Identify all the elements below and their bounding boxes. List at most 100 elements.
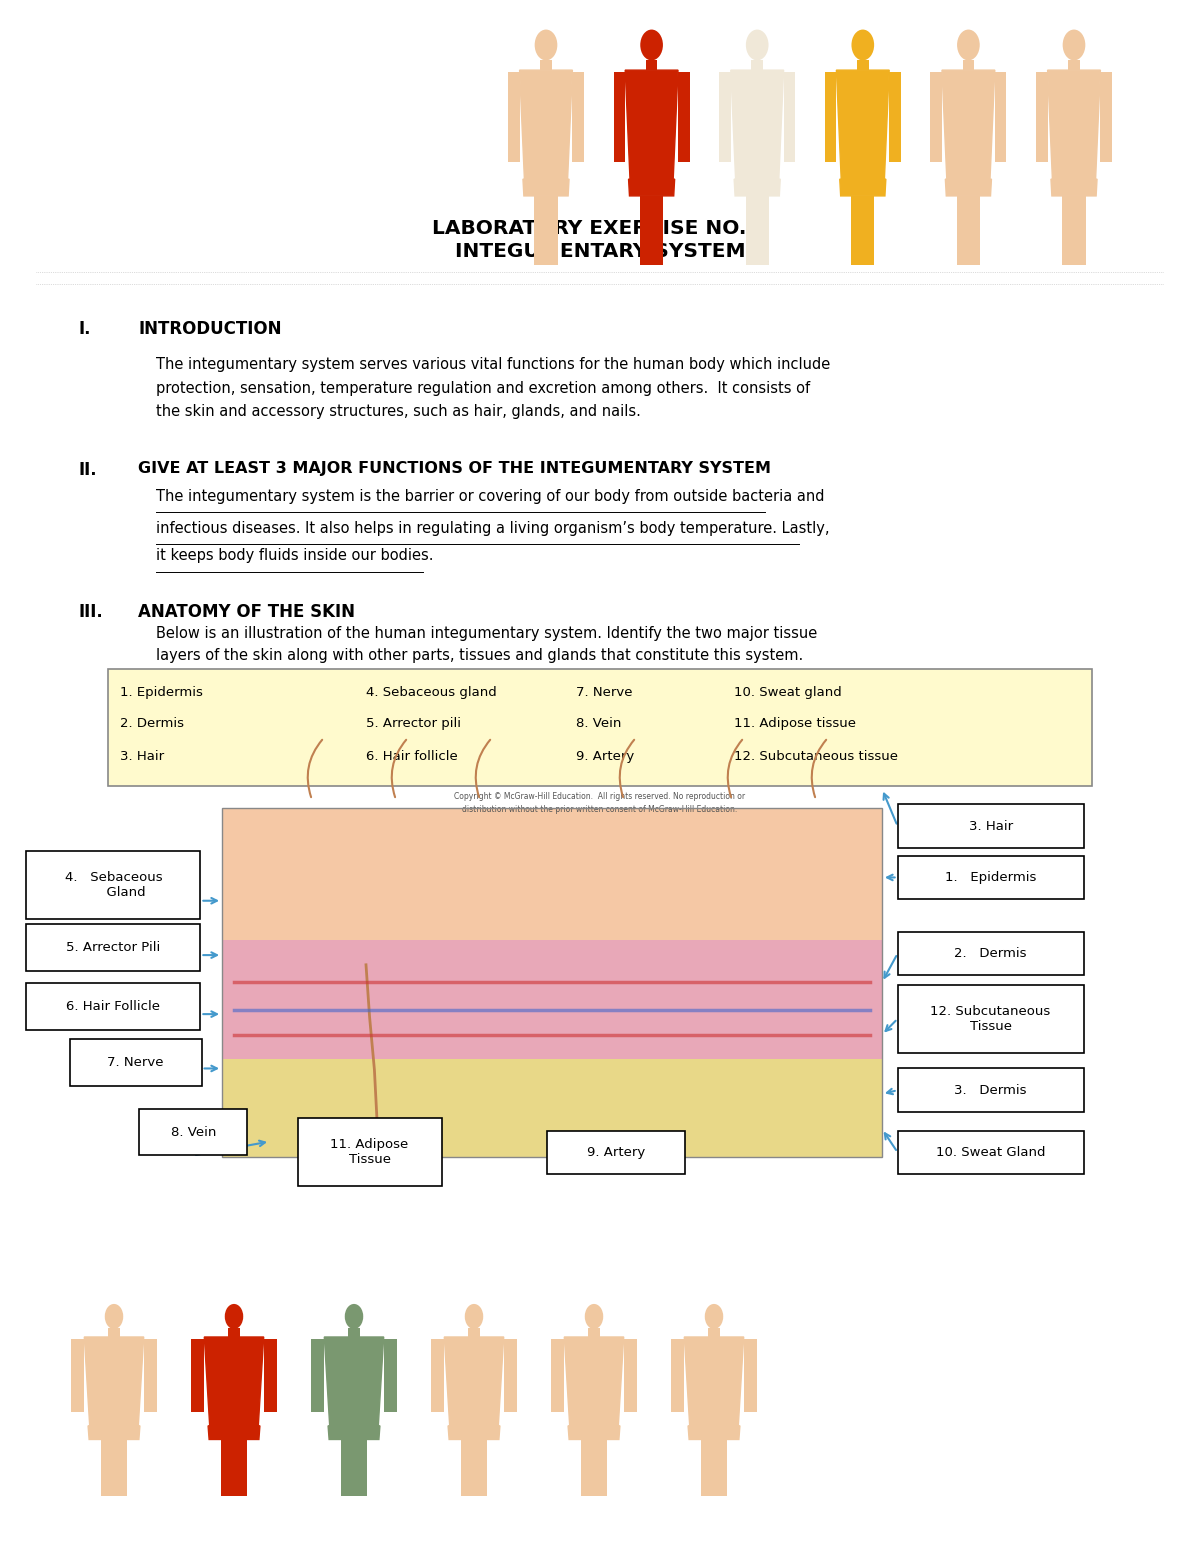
FancyBboxPatch shape xyxy=(851,196,872,266)
FancyBboxPatch shape xyxy=(898,932,1084,975)
Text: 1.   Epidermis: 1. Epidermis xyxy=(944,871,1037,884)
Text: 11. Adipose
Tissue: 11. Adipose Tissue xyxy=(330,1138,409,1166)
Ellipse shape xyxy=(704,1305,724,1329)
FancyBboxPatch shape xyxy=(640,196,661,266)
FancyBboxPatch shape xyxy=(588,1328,600,1337)
FancyBboxPatch shape xyxy=(744,1339,757,1412)
FancyBboxPatch shape xyxy=(463,1440,487,1496)
FancyBboxPatch shape xyxy=(703,1440,727,1496)
FancyBboxPatch shape xyxy=(540,59,552,70)
Polygon shape xyxy=(328,1426,380,1440)
Ellipse shape xyxy=(584,1305,604,1329)
FancyBboxPatch shape xyxy=(108,669,1092,786)
Text: 2. Dermis: 2. Dermis xyxy=(120,717,184,730)
Polygon shape xyxy=(324,1337,384,1426)
FancyBboxPatch shape xyxy=(889,71,901,163)
Ellipse shape xyxy=(641,30,662,61)
FancyBboxPatch shape xyxy=(930,71,942,163)
FancyBboxPatch shape xyxy=(583,1440,607,1496)
FancyBboxPatch shape xyxy=(222,940,882,1059)
Text: 1. Epidermis: 1. Epidermis xyxy=(120,686,203,699)
Text: 9. Artery: 9. Artery xyxy=(587,1146,646,1159)
Polygon shape xyxy=(946,179,991,196)
FancyBboxPatch shape xyxy=(384,1339,397,1412)
FancyBboxPatch shape xyxy=(341,1440,365,1496)
FancyBboxPatch shape xyxy=(343,1440,367,1496)
Text: 11. Adipose tissue: 11. Adipose tissue xyxy=(734,717,857,730)
Polygon shape xyxy=(564,1337,624,1426)
FancyBboxPatch shape xyxy=(1036,71,1048,163)
Text: LABORATORY EXERCISE NO. 5: LABORATORY EXERCISE NO. 5 xyxy=(432,219,768,238)
Polygon shape xyxy=(942,70,995,179)
FancyBboxPatch shape xyxy=(26,851,200,919)
Ellipse shape xyxy=(224,1305,244,1329)
FancyBboxPatch shape xyxy=(468,1328,480,1337)
Text: II.: II. xyxy=(78,461,97,480)
FancyBboxPatch shape xyxy=(671,1339,684,1412)
FancyBboxPatch shape xyxy=(536,196,558,266)
Text: 4.   Sebaceous
      Gland: 4. Sebaceous Gland xyxy=(65,871,162,899)
FancyBboxPatch shape xyxy=(222,1059,882,1157)
Text: 12. Subcutaneous
Tissue: 12. Subcutaneous Tissue xyxy=(930,1005,1051,1033)
FancyBboxPatch shape xyxy=(962,59,974,70)
FancyBboxPatch shape xyxy=(624,1339,637,1412)
FancyBboxPatch shape xyxy=(751,59,763,70)
Polygon shape xyxy=(204,1337,264,1426)
Text: III.: III. xyxy=(78,603,103,621)
FancyBboxPatch shape xyxy=(708,1328,720,1337)
Polygon shape xyxy=(448,1426,500,1440)
Text: INTRODUCTION: INTRODUCTION xyxy=(138,320,282,339)
Text: 8. Vein: 8. Vein xyxy=(170,1126,216,1138)
FancyBboxPatch shape xyxy=(898,1131,1084,1174)
FancyBboxPatch shape xyxy=(898,856,1084,899)
FancyBboxPatch shape xyxy=(108,1328,120,1337)
FancyBboxPatch shape xyxy=(221,1440,245,1496)
FancyBboxPatch shape xyxy=(461,1440,485,1496)
Text: 9. Artery: 9. Artery xyxy=(576,750,635,763)
Polygon shape xyxy=(688,1426,740,1440)
Text: 7. Nerve: 7. Nerve xyxy=(107,1056,164,1068)
FancyBboxPatch shape xyxy=(504,1339,517,1412)
FancyBboxPatch shape xyxy=(264,1339,277,1412)
FancyBboxPatch shape xyxy=(1100,71,1112,163)
FancyBboxPatch shape xyxy=(508,71,520,163)
FancyBboxPatch shape xyxy=(547,1131,685,1174)
Text: 4. Sebaceous gland: 4. Sebaceous gland xyxy=(366,686,497,699)
FancyBboxPatch shape xyxy=(348,1328,360,1337)
Text: 6. Hair Follicle: 6. Hair Follicle xyxy=(66,1000,161,1013)
Text: 8. Vein: 8. Vein xyxy=(576,717,622,730)
FancyBboxPatch shape xyxy=(646,59,658,70)
FancyBboxPatch shape xyxy=(191,1339,204,1412)
FancyBboxPatch shape xyxy=(26,983,200,1030)
Ellipse shape xyxy=(464,1305,484,1329)
Ellipse shape xyxy=(104,1305,124,1329)
FancyBboxPatch shape xyxy=(101,1440,125,1496)
FancyBboxPatch shape xyxy=(222,808,882,940)
FancyBboxPatch shape xyxy=(898,1068,1084,1112)
FancyBboxPatch shape xyxy=(70,1039,202,1086)
FancyBboxPatch shape xyxy=(139,1109,247,1155)
FancyBboxPatch shape xyxy=(572,71,584,163)
FancyBboxPatch shape xyxy=(144,1339,157,1412)
Polygon shape xyxy=(88,1426,140,1440)
FancyBboxPatch shape xyxy=(534,196,556,266)
Polygon shape xyxy=(444,1337,504,1426)
FancyBboxPatch shape xyxy=(298,1118,442,1186)
Polygon shape xyxy=(840,179,886,196)
Polygon shape xyxy=(625,70,678,179)
Text: 10. Sweat Gland: 10. Sweat Gland xyxy=(936,1146,1045,1159)
FancyBboxPatch shape xyxy=(71,1339,84,1412)
FancyBboxPatch shape xyxy=(678,71,690,163)
FancyBboxPatch shape xyxy=(748,196,769,266)
Polygon shape xyxy=(629,179,674,196)
FancyBboxPatch shape xyxy=(1064,196,1086,266)
FancyBboxPatch shape xyxy=(26,924,200,971)
Text: Copyright © McGraw-Hill Education.  All rights reserved. No reproduction or
dist: Copyright © McGraw-Hill Education. All r… xyxy=(455,792,745,814)
Text: 3. Hair: 3. Hair xyxy=(968,820,1013,832)
Text: it keeps body fluids inside our bodies.: it keeps body fluids inside our bodies. xyxy=(156,548,433,564)
Ellipse shape xyxy=(1063,30,1085,61)
Text: 5. Arrector Pili: 5. Arrector Pili xyxy=(66,941,161,954)
Text: Below is an illustration of the human integumentary system. Identify the two maj: Below is an illustration of the human in… xyxy=(156,626,817,685)
FancyBboxPatch shape xyxy=(1062,196,1084,266)
Text: ANATOMY OF THE SKIN: ANATOMY OF THE SKIN xyxy=(138,603,355,621)
